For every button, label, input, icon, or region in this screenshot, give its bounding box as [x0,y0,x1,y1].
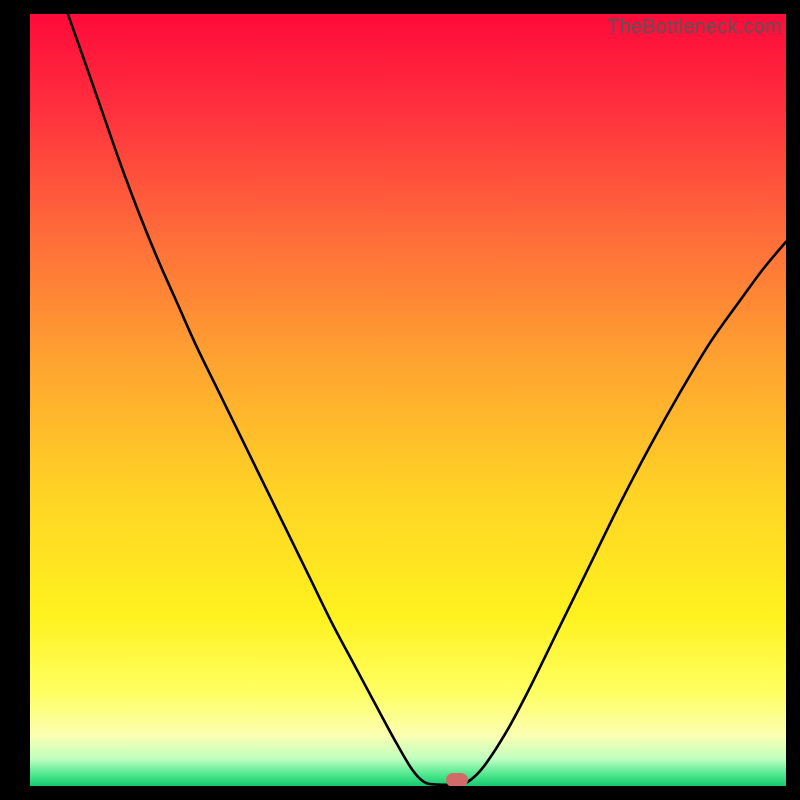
frame-border-bottom [0,786,800,800]
frame-border-top [0,0,800,14]
frame-border-left [0,0,30,800]
bottleneck-curve [30,14,786,786]
plot-area [30,14,786,786]
bottleneck-marker [446,773,468,786]
frame-border-right [786,0,800,800]
watermark-text: TheBottleneck.com [607,16,782,39]
chart-frame: TheBottleneck.com [0,0,800,800]
